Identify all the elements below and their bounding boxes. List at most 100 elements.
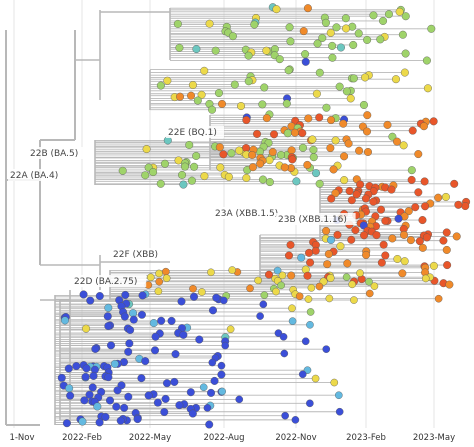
tip-point	[149, 319, 158, 328]
tip-point	[156, 81, 165, 90]
tip-point	[362, 250, 371, 259]
tip-point	[163, 76, 172, 85]
tip-point	[171, 350, 180, 359]
clade-label: 22E (BQ.1)	[168, 128, 217, 138]
tip-point	[388, 234, 397, 243]
tip-point	[64, 364, 73, 373]
tip-point	[180, 162, 189, 171]
clade-label-bg	[166, 126, 224, 138]
tip-point	[288, 155, 297, 164]
tip-point	[327, 116, 336, 125]
tip-point	[153, 398, 162, 407]
tip-point	[154, 287, 163, 296]
tip-point	[270, 130, 279, 139]
tip-point	[398, 269, 407, 278]
tip-point	[259, 300, 268, 309]
tip-point	[315, 68, 324, 77]
tip-point	[118, 166, 127, 175]
tip-point	[442, 228, 451, 237]
tip-point	[315, 113, 324, 122]
tip-point	[369, 11, 378, 20]
tip-point	[327, 194, 336, 203]
tip-point	[309, 145, 318, 154]
tip-point	[149, 168, 158, 177]
x-tick-label: 2022-Feb	[62, 433, 102, 443]
tip-point	[187, 176, 196, 185]
tip-point	[256, 312, 264, 320]
tip-point	[235, 146, 244, 155]
tip-point	[304, 114, 313, 123]
tip-point	[419, 122, 428, 131]
tip-point	[414, 150, 423, 159]
tip-point	[335, 391, 343, 400]
tip-point	[411, 203, 420, 212]
tip-point	[323, 260, 332, 269]
tip-point	[427, 24, 436, 33]
tip-point	[155, 277, 164, 286]
tip-point	[200, 172, 209, 181]
tip-point	[422, 233, 431, 242]
tip-point	[331, 189, 340, 198]
tip-point	[286, 240, 295, 249]
tip-point	[190, 162, 199, 171]
tip-point	[434, 294, 443, 303]
tip-point	[422, 56, 431, 65]
tip-point	[265, 156, 274, 165]
tip-point	[308, 135, 317, 144]
tip-point	[156, 179, 165, 188]
tip-point	[103, 312, 112, 321]
tip-point	[325, 294, 334, 303]
tip-point	[155, 269, 163, 278]
tip-point	[347, 196, 356, 205]
tip-point	[363, 35, 372, 44]
tip-point	[301, 50, 310, 59]
tip-point	[124, 392, 133, 401]
tip-point	[303, 271, 312, 280]
tip-point	[306, 308, 315, 316]
tip-point	[120, 312, 129, 321]
tip-point	[311, 246, 320, 255]
tip-point	[211, 46, 220, 55]
tip-point	[86, 296, 95, 305]
tip-point	[312, 169, 321, 178]
tip-point	[137, 310, 146, 319]
tip-point	[205, 420, 214, 429]
tip-point	[283, 129, 292, 138]
tip-point	[332, 23, 341, 32]
tip-point	[242, 173, 251, 182]
tip-point	[110, 359, 119, 368]
clade-label-bg	[8, 169, 66, 181]
tip-point	[376, 35, 385, 44]
tip-point	[208, 306, 217, 315]
tip-point	[400, 68, 409, 77]
tip-point	[162, 379, 171, 388]
tip-point	[297, 253, 306, 262]
tip-point	[244, 77, 253, 86]
tip-point	[250, 20, 259, 29]
tip-point	[301, 57, 310, 66]
tip-point	[315, 179, 324, 188]
tip-point	[104, 303, 113, 312]
tip-point	[142, 145, 151, 154]
tip-point	[107, 341, 116, 350]
tip-point	[272, 5, 281, 14]
tip-point	[192, 45, 201, 54]
tip-point	[57, 373, 66, 382]
tip-point	[342, 87, 351, 96]
tip-point	[379, 16, 388, 25]
tip-point	[326, 274, 335, 283]
tip-point	[126, 326, 135, 335]
tip-point	[177, 297, 186, 306]
tip-point	[356, 269, 364, 277]
tip-point	[377, 258, 386, 267]
tip-point	[352, 190, 361, 199]
tip-point	[260, 291, 269, 299]
tip-point	[441, 192, 450, 201]
tip-point	[454, 200, 463, 209]
tip-point	[407, 166, 416, 175]
tip-point	[179, 180, 188, 189]
tip-point	[339, 119, 348, 128]
tip-point	[388, 132, 397, 141]
tip-point	[185, 140, 194, 149]
tree-tips	[57, 3, 471, 429]
